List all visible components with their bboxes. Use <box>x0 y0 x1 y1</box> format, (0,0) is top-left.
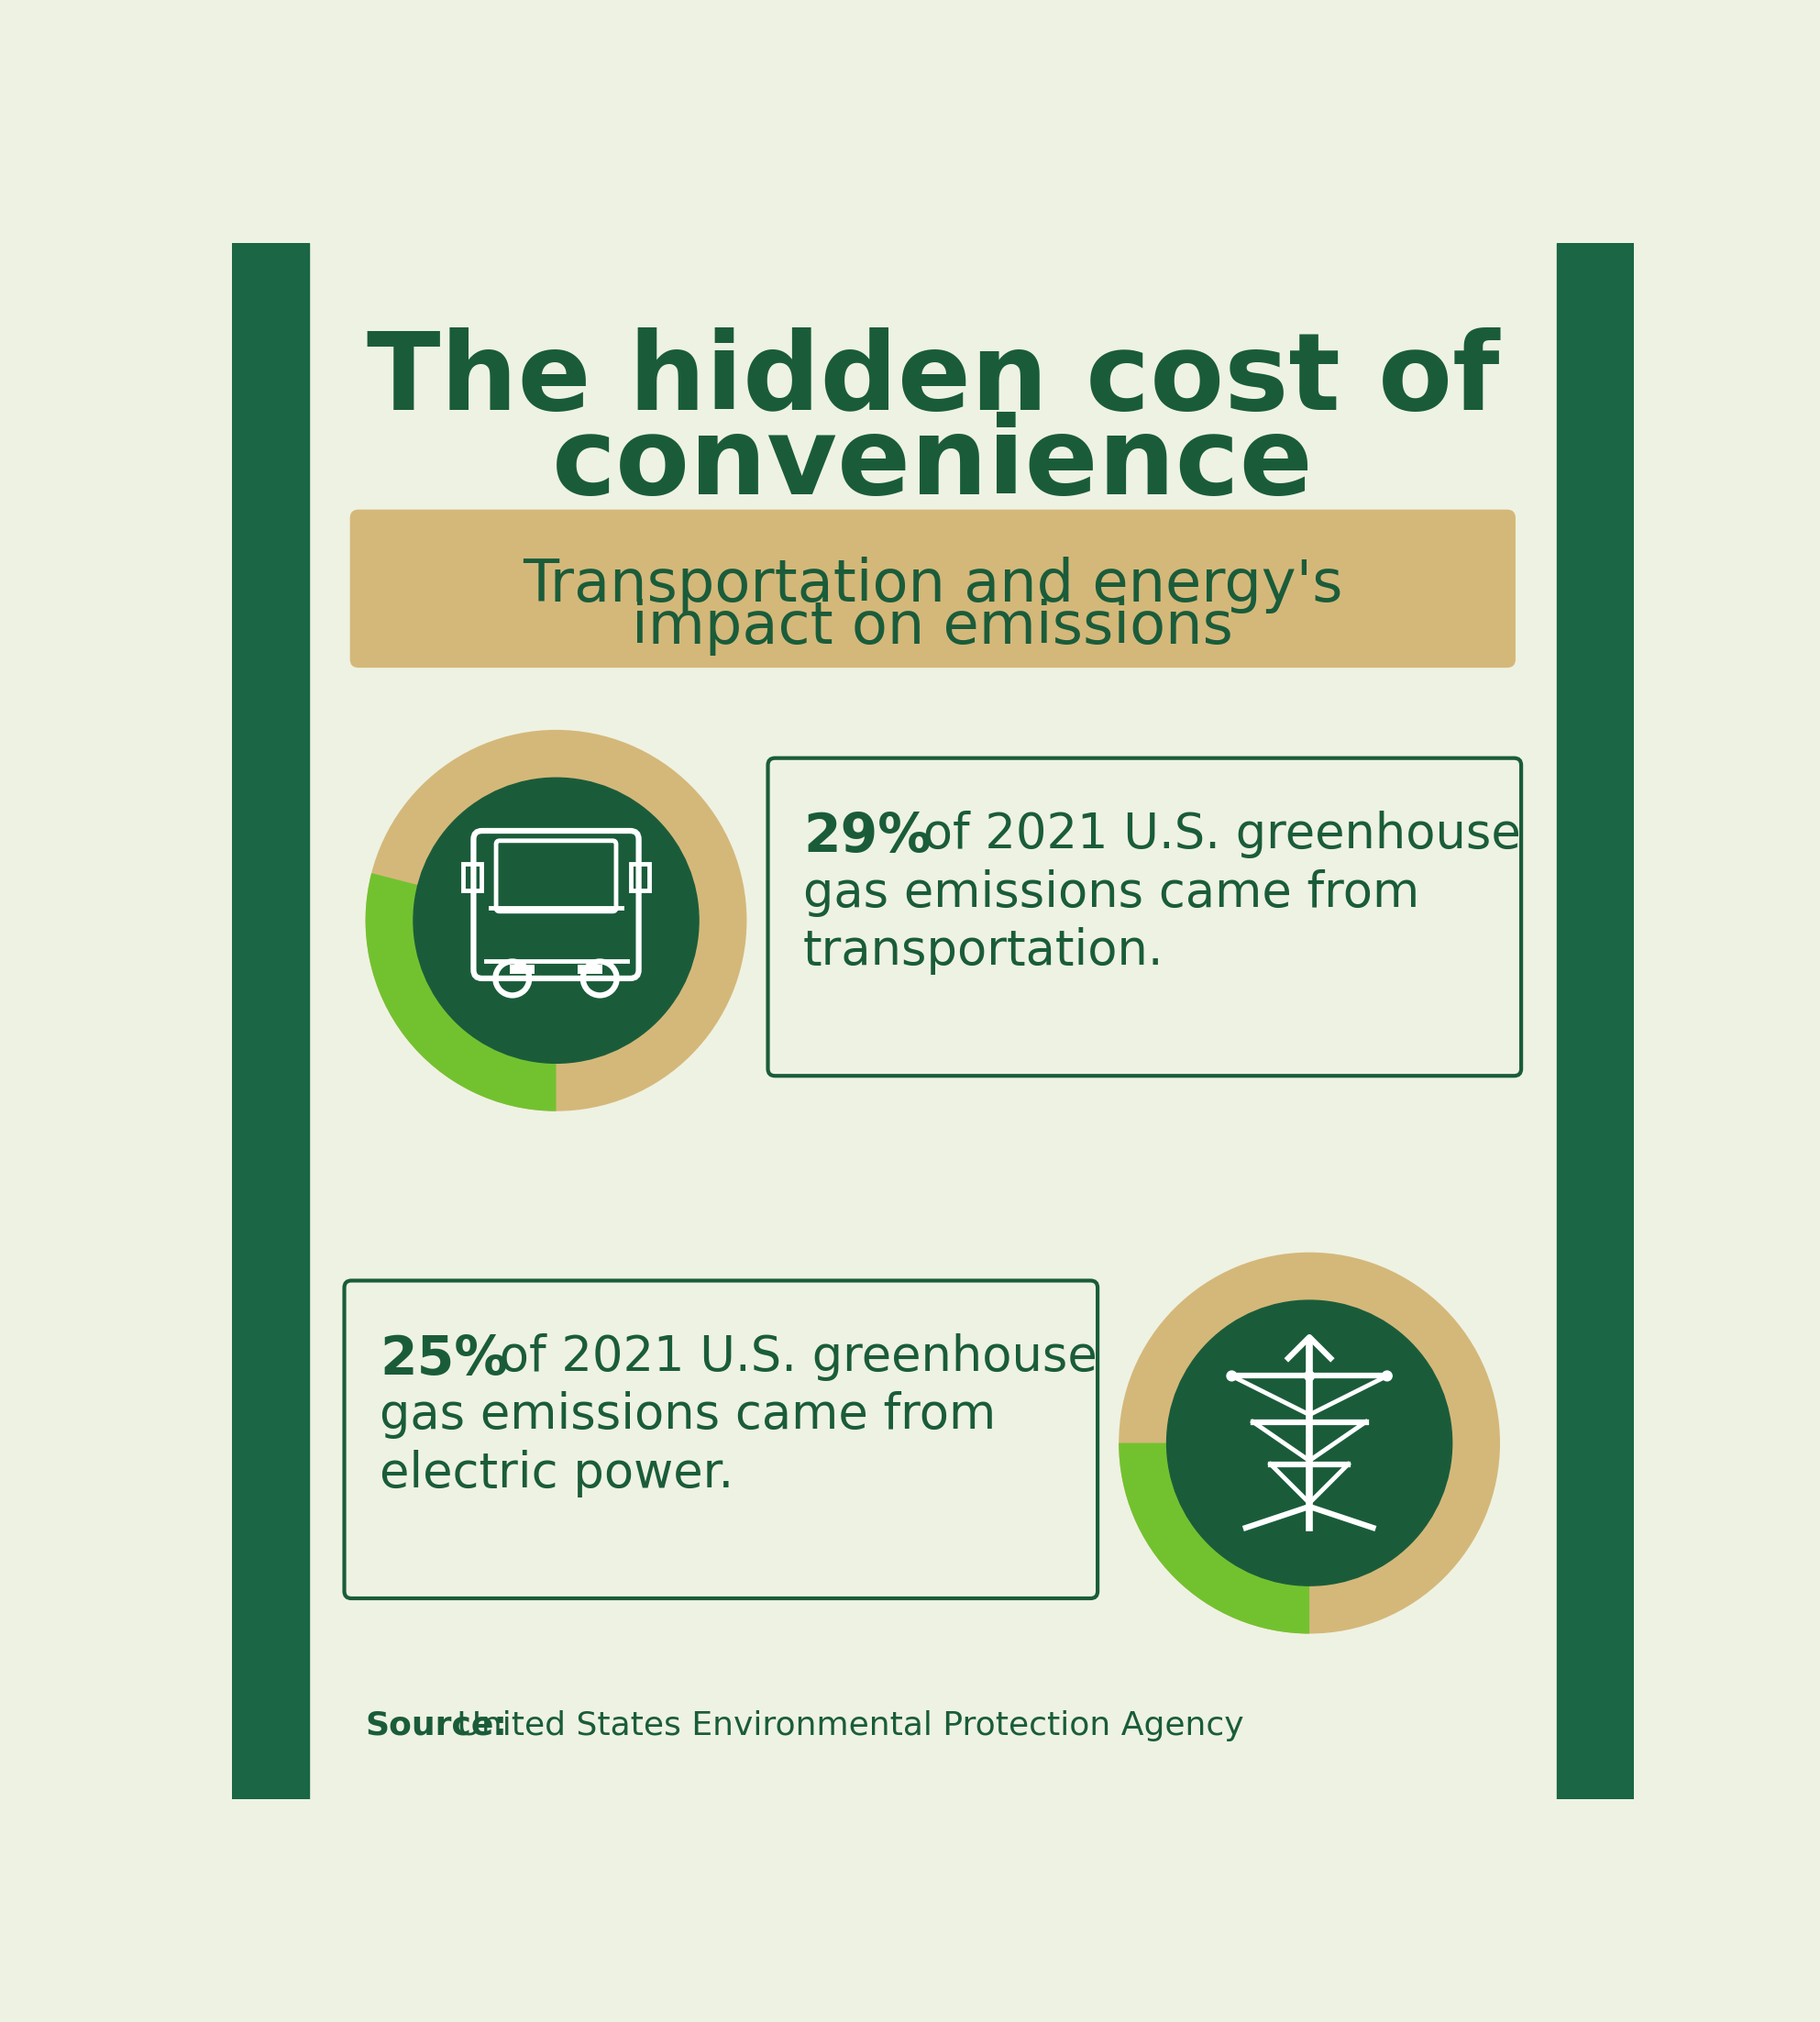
Text: 29%: 29% <box>803 811 932 863</box>
FancyBboxPatch shape <box>349 510 1516 667</box>
Text: gas emissions came from: gas emissions came from <box>803 869 1420 916</box>
Text: The hidden cost of: The hidden cost of <box>366 328 1500 433</box>
Bar <box>632 863 650 892</box>
Wedge shape <box>366 874 557 1112</box>
Bar <box>1556 243 1634 1800</box>
Wedge shape <box>1119 1444 1309 1634</box>
Text: transportation.: transportation. <box>803 926 1165 975</box>
Text: impact on emissions: impact on emissions <box>632 599 1234 655</box>
Text: Source:: Source: <box>366 1711 508 1741</box>
Wedge shape <box>366 730 746 1112</box>
Bar <box>510 964 535 973</box>
Text: of 2021 U.S. greenhouse: of 2021 U.S. greenhouse <box>484 1335 1097 1381</box>
Circle shape <box>1305 1371 1314 1381</box>
Text: of 2021 U.S. greenhouse: of 2021 U.S. greenhouse <box>908 811 1522 859</box>
Text: United States Environmental Protection Agency: United States Environmental Protection A… <box>446 1711 1245 1741</box>
Circle shape <box>1381 1371 1392 1381</box>
Text: electric power.: electric power. <box>380 1450 733 1496</box>
Circle shape <box>413 778 699 1064</box>
Bar <box>462 863 480 892</box>
Circle shape <box>1227 1371 1236 1381</box>
Bar <box>577 964 602 973</box>
Text: 25%: 25% <box>380 1335 508 1385</box>
Text: convenience: convenience <box>551 412 1314 518</box>
Wedge shape <box>1119 1252 1500 1634</box>
Circle shape <box>1167 1300 1452 1585</box>
Text: gas emissions came from: gas emissions came from <box>380 1391 996 1440</box>
Text: Transportation and energy's: Transportation and energy's <box>522 556 1343 615</box>
Bar <box>233 243 309 1800</box>
